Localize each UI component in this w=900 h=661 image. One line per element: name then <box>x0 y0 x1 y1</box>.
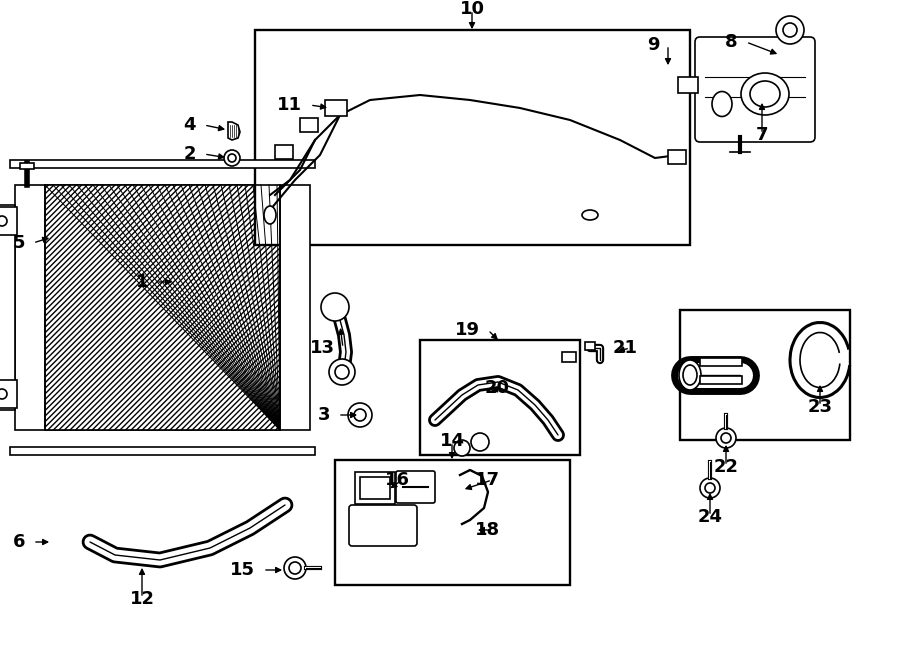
Ellipse shape <box>712 91 732 116</box>
Text: 23: 23 <box>807 398 833 416</box>
Bar <box>700 376 742 384</box>
Text: 3: 3 <box>318 406 330 424</box>
Bar <box>45 185 280 430</box>
Text: 12: 12 <box>130 590 155 608</box>
Bar <box>0 207 17 235</box>
Text: 20: 20 <box>485 379 510 397</box>
Circle shape <box>284 557 306 579</box>
Ellipse shape <box>264 206 276 224</box>
Text: 17: 17 <box>475 471 500 489</box>
Text: 2: 2 <box>184 145 196 163</box>
Text: 9: 9 <box>647 36 660 54</box>
Bar <box>335 460 570 585</box>
Circle shape <box>721 433 731 443</box>
Bar <box>585 342 595 350</box>
Bar <box>325 100 347 116</box>
Bar <box>10 160 315 168</box>
Ellipse shape <box>741 73 789 115</box>
Bar <box>680 310 850 440</box>
Bar <box>668 150 686 164</box>
Text: 22: 22 <box>714 458 739 476</box>
Ellipse shape <box>679 360 701 390</box>
Circle shape <box>716 428 736 448</box>
Text: 8: 8 <box>725 33 738 51</box>
Circle shape <box>224 150 240 166</box>
Bar <box>20 163 34 169</box>
Text: 1: 1 <box>136 273 148 291</box>
Circle shape <box>705 483 715 493</box>
Circle shape <box>329 359 355 385</box>
Text: 16: 16 <box>385 471 410 489</box>
Circle shape <box>354 409 366 421</box>
Bar <box>360 477 390 499</box>
Circle shape <box>321 293 349 321</box>
Ellipse shape <box>683 365 697 385</box>
Bar <box>420 340 580 455</box>
Circle shape <box>700 478 720 498</box>
FancyBboxPatch shape <box>396 471 435 503</box>
Circle shape <box>454 440 470 456</box>
Circle shape <box>0 216 7 226</box>
Bar <box>300 118 318 132</box>
Text: 24: 24 <box>698 508 723 526</box>
Bar <box>0 380 17 408</box>
Circle shape <box>0 389 7 399</box>
Bar <box>15 185 45 430</box>
Text: 19: 19 <box>455 321 480 339</box>
Polygon shape <box>228 122 240 140</box>
Text: 10: 10 <box>460 0 484 18</box>
Circle shape <box>776 16 804 44</box>
Text: 6: 6 <box>13 533 25 551</box>
Text: 21: 21 <box>613 339 638 357</box>
Bar <box>0 205 15 410</box>
Circle shape <box>348 403 372 427</box>
Text: 5: 5 <box>13 234 25 252</box>
Bar <box>45 185 280 430</box>
Circle shape <box>335 365 349 379</box>
Ellipse shape <box>750 81 780 107</box>
Bar <box>355 472 395 504</box>
Bar <box>280 185 310 430</box>
Text: 15: 15 <box>230 561 255 579</box>
FancyBboxPatch shape <box>695 37 815 142</box>
Text: 13: 13 <box>310 339 335 357</box>
Text: 11: 11 <box>277 96 302 114</box>
Bar <box>678 77 698 93</box>
Circle shape <box>289 562 301 574</box>
Text: 14: 14 <box>439 432 464 450</box>
Bar <box>562 352 576 362</box>
Bar <box>10 447 315 455</box>
Bar <box>45 185 280 430</box>
Ellipse shape <box>582 210 598 220</box>
Bar <box>275 145 293 159</box>
Text: 18: 18 <box>475 521 500 539</box>
Text: 4: 4 <box>184 116 196 134</box>
Circle shape <box>471 433 489 451</box>
Bar <box>255 30 690 245</box>
Text: 7: 7 <box>756 126 769 144</box>
FancyBboxPatch shape <box>349 505 417 546</box>
Circle shape <box>783 23 797 37</box>
Bar <box>700 358 742 366</box>
Circle shape <box>228 154 236 162</box>
